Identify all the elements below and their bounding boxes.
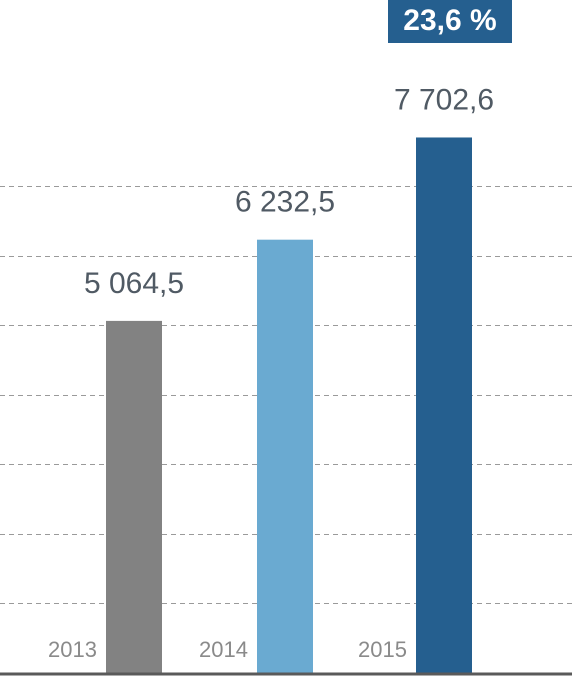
annotation-box <box>388 0 512 43</box>
x-tick-label: 2015 <box>358 637 407 662</box>
x-tick-label: 2014 <box>199 637 248 662</box>
value-label: 7 702,6 <box>394 83 494 116</box>
value-label: 5 064,5 <box>84 267 184 300</box>
bar <box>416 137 472 673</box>
value-label: 6 232,5 <box>235 186 335 219</box>
bar <box>257 239 313 674</box>
x-tick-label: 2013 <box>48 637 97 662</box>
annotation: 23,6 % <box>403 4 496 37</box>
bar <box>106 320 162 673</box>
